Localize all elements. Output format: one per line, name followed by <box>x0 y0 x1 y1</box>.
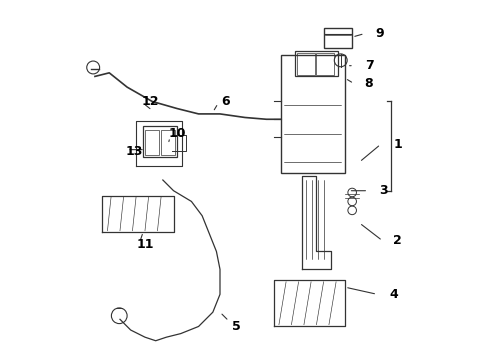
Text: 5: 5 <box>232 320 241 333</box>
Text: 10: 10 <box>169 127 186 140</box>
Bar <box>323 28 352 48</box>
Bar <box>143 126 177 157</box>
Text: 3: 3 <box>379 184 388 197</box>
Bar <box>317 53 334 75</box>
Text: 9: 9 <box>375 27 384 40</box>
Text: 8: 8 <box>365 77 373 90</box>
Bar <box>145 130 159 155</box>
Text: 4: 4 <box>390 288 398 301</box>
Bar <box>295 51 338 76</box>
Text: 7: 7 <box>365 59 373 72</box>
Text: 1: 1 <box>393 138 402 151</box>
Bar <box>281 55 345 173</box>
Bar <box>161 130 174 155</box>
Text: 13: 13 <box>125 145 143 158</box>
Text: 12: 12 <box>142 95 159 108</box>
Text: 2: 2 <box>393 234 402 247</box>
Text: 6: 6 <box>221 95 230 108</box>
Text: 11: 11 <box>136 238 154 251</box>
Bar <box>297 53 315 75</box>
